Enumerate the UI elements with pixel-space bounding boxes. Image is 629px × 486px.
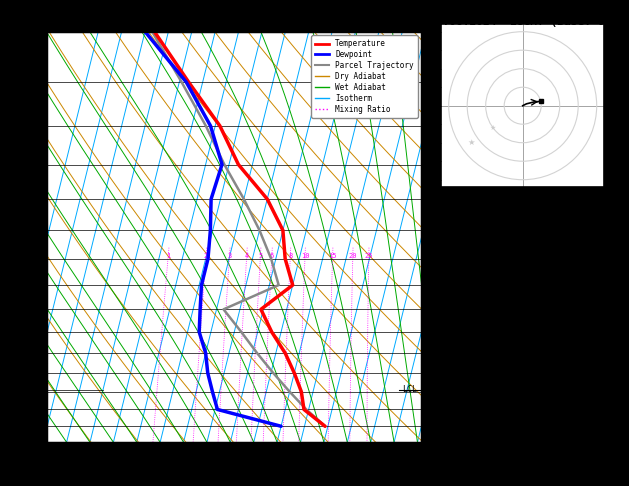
Text: 312: 312 xyxy=(596,371,614,381)
Text: CAPE (J): CAPE (J) xyxy=(433,398,481,407)
Text: θᴄ(K): θᴄ(K) xyxy=(433,291,463,301)
Text: LCL: LCL xyxy=(402,385,417,395)
Text: 1: 1 xyxy=(166,253,170,259)
Text: 5: 5 xyxy=(258,253,262,259)
Text: kt: kt xyxy=(442,14,453,24)
Text: 9: 9 xyxy=(608,210,614,220)
Text: 1.49: 1.49 xyxy=(590,237,614,247)
Text: 0: 0 xyxy=(608,330,614,340)
Text: © weatheronline.co.uk: © weatheronline.co.uk xyxy=(258,474,371,484)
Text: 3: 3 xyxy=(227,253,231,259)
Text: ★: ★ xyxy=(490,125,496,131)
Text: θᴄ (K): θᴄ (K) xyxy=(433,371,469,381)
Text: 8: 8 xyxy=(608,304,614,314)
Text: Hodograph: Hodograph xyxy=(496,425,549,435)
Legend: Temperature, Dewpoint, Parcel Trajectory, Dry Adiabat, Wet Adiabat, Isotherm, Mi: Temperature, Dewpoint, Parcel Trajectory… xyxy=(311,35,418,118)
Text: ★: ★ xyxy=(467,138,475,147)
Text: EH: EH xyxy=(433,437,445,448)
Text: Lifted Index: Lifted Index xyxy=(433,304,504,314)
Text: 19.4: 19.4 xyxy=(590,264,614,275)
Text: 8: 8 xyxy=(288,253,292,259)
Text: 31: 31 xyxy=(602,224,614,234)
Text: Lifted Index: Lifted Index xyxy=(433,384,504,394)
Text: 4: 4 xyxy=(245,253,248,259)
Text: 28°: 28° xyxy=(596,463,614,473)
Text: 1018: 1018 xyxy=(590,358,614,368)
Y-axis label: hPa: hPa xyxy=(2,227,12,247)
Text: 8: 8 xyxy=(608,475,614,486)
Text: K: K xyxy=(433,210,440,220)
Text: 6: 6 xyxy=(270,253,274,259)
Y-axis label: km
ASL: km ASL xyxy=(431,226,449,248)
Text: Most Unstable: Most Unstable xyxy=(484,345,561,355)
Text: 0: 0 xyxy=(608,317,614,327)
Text: PW (cm): PW (cm) xyxy=(433,237,475,247)
Text: CIN (J): CIN (J) xyxy=(433,411,475,420)
Text: StmSpd (kt): StmSpd (kt) xyxy=(433,475,498,486)
X-axis label: Dewpoint / Temperature (°C): Dewpoint / Temperature (°C) xyxy=(143,468,325,478)
Text: 0: 0 xyxy=(608,411,614,420)
Text: 01.06.2024  18GMT (Base: 06): 01.06.2024 18GMT (Base: 06) xyxy=(429,17,618,27)
Text: CIN (J): CIN (J) xyxy=(433,330,475,340)
Text: 10: 10 xyxy=(602,278,614,288)
Text: 20: 20 xyxy=(602,437,614,448)
Text: 312: 312 xyxy=(596,291,614,301)
Text: SREH: SREH xyxy=(433,450,457,460)
Text: 8: 8 xyxy=(608,384,614,394)
Text: 20: 20 xyxy=(348,253,357,259)
Text: Temp (°C): Temp (°C) xyxy=(433,264,486,275)
Text: StmDir: StmDir xyxy=(433,463,469,473)
Text: Totals Totals: Totals Totals xyxy=(433,224,510,234)
Text: 15: 15 xyxy=(328,253,337,259)
Text: 2: 2 xyxy=(204,253,208,259)
Text: Dewp (°C): Dewp (°C) xyxy=(433,278,486,288)
Text: 0: 0 xyxy=(608,398,614,407)
Text: CAPE (J): CAPE (J) xyxy=(433,317,481,327)
Text: Pressure (mb): Pressure (mb) xyxy=(433,358,510,368)
Text: 10: 10 xyxy=(301,253,309,259)
Text: 25: 25 xyxy=(365,253,373,259)
Text: 15: 15 xyxy=(602,450,614,460)
Title: 45°28'N  286°45'W  46m ASL: 45°28'N 286°45'W 46m ASL xyxy=(136,17,332,31)
Text: Surface: Surface xyxy=(502,251,543,261)
